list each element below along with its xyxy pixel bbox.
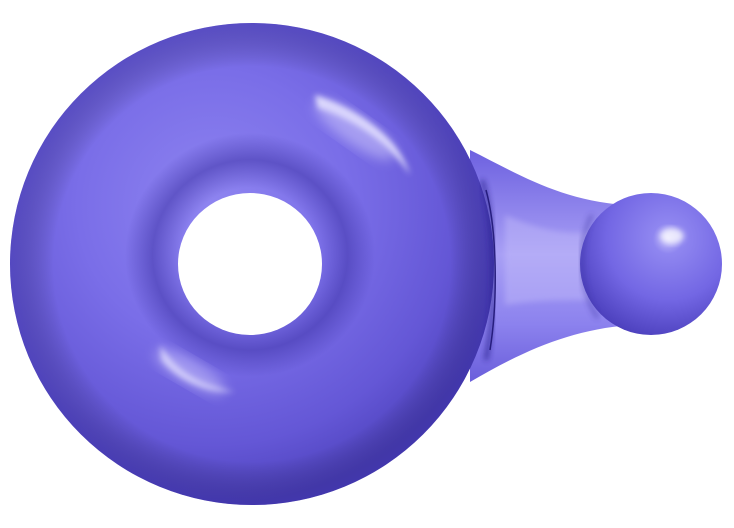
torus-neck-crease bbox=[480, 179, 496, 361]
neck-highlight bbox=[505, 215, 590, 305]
sphere-neck-crease bbox=[580, 214, 600, 319]
torus-inner-shadow bbox=[125, 133, 375, 377]
sphere-highlight bbox=[660, 228, 684, 244]
sphere-body bbox=[580, 193, 722, 335]
